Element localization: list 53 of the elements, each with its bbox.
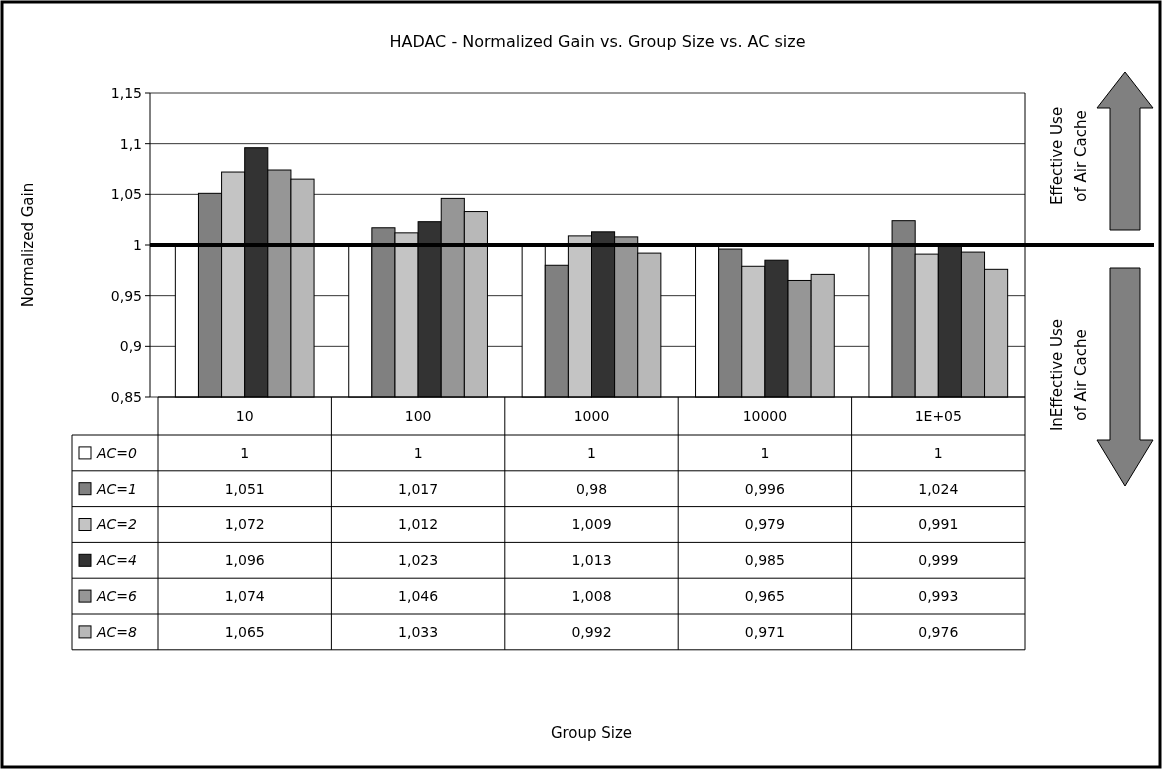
data-label: 1 (933, 444, 943, 461)
data-label: 0,996 (744, 480, 786, 497)
data-label: 0,98 (575, 480, 608, 497)
text: Group Size (550, 724, 633, 742)
data-label: 1,096 (224, 552, 265, 569)
y-tick-label: 0,9 (119, 338, 142, 355)
data-label: 0,985 (744, 552, 785, 569)
data-label: 1,012 (398, 516, 439, 533)
data-label: 0,993 (918, 588, 959, 604)
data-label: 1,013 (571, 552, 612, 569)
y-tick-label: 1,15 (110, 84, 142, 101)
x-tick-label: 10 (235, 407, 254, 424)
y-tick-label: 0,95 (110, 287, 142, 304)
data-label: 1,009 (571, 516, 612, 533)
data-label: 1,033 (398, 623, 439, 640)
y-tick-label: 0,85 (110, 388, 142, 405)
legend-label: AC=2 (96, 516, 138, 533)
data-label: 0,965 (744, 588, 785, 604)
text: Effective Use of Air Cache (1048, 106, 1090, 206)
legend-label: AC=4 (96, 552, 137, 569)
data-label: 1,017 (398, 480, 439, 497)
chart-title: HADAC - Normalized Gain vs. Group Size vs. AC size (389, 32, 806, 51)
data-label: 0,971 (744, 623, 785, 640)
y-axis-title: Normalized Gain (19, 182, 37, 308)
data-label: 1,065 (224, 623, 265, 640)
data-label: 1 (413, 444, 423, 461)
data-label: 0,979 (744, 516, 785, 533)
y-tick-label: 1,1 (119, 135, 142, 152)
data-label: 1,023 (398, 552, 439, 569)
data-label: 1 (760, 444, 770, 461)
data-label: 1 (587, 444, 596, 461)
legend-label: AC=0 (96, 444, 138, 461)
data-label: 0,991 (918, 516, 959, 533)
legend-label: AC=8 (96, 623, 138, 640)
data-label: 0,992 (571, 623, 612, 640)
y-tick-label: 1 (133, 236, 142, 253)
x-tick-label: 10000 (742, 407, 788, 424)
data-label: 1,074 (224, 588, 265, 604)
data-label: 1 (240, 444, 250, 461)
legend-label: AC=6 (96, 588, 138, 604)
data-label: 1,072 (224, 516, 265, 533)
data-label: 1,024 (918, 480, 959, 497)
data-label: 0,999 (918, 552, 959, 569)
x-tick-label: 1000 (573, 407, 610, 424)
x-tick-label: 1E+05 (914, 407, 962, 424)
text: InEffective Use of Air Cache (1048, 318, 1090, 432)
data-label: 1,051 (224, 480, 265, 497)
x-tick-label: 100 (404, 407, 432, 424)
data-label: 1,008 (571, 588, 612, 604)
data-label: 0,976 (918, 623, 959, 640)
legend-label: AC=1 (96, 480, 137, 497)
data-label: 1,046 (398, 588, 439, 604)
y-tick-label: 1,05 (110, 186, 142, 203)
